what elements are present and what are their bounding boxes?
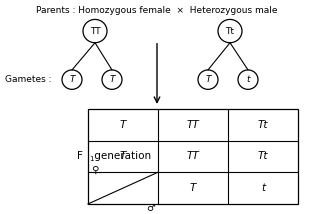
Text: T: T xyxy=(190,183,196,193)
Text: T: T xyxy=(109,75,115,84)
Text: TT: TT xyxy=(187,151,199,161)
Text: generation: generation xyxy=(91,151,151,161)
Text: ♀: ♀ xyxy=(91,165,99,175)
Text: Tt: Tt xyxy=(258,151,268,161)
Text: F: F xyxy=(77,151,83,161)
Text: t: t xyxy=(261,183,265,193)
Text: ♂: ♂ xyxy=(146,203,155,213)
Text: Gametes :: Gametes : xyxy=(5,75,51,84)
Text: T: T xyxy=(120,120,126,130)
Text: T: T xyxy=(205,75,211,84)
Text: 1: 1 xyxy=(89,156,94,162)
Text: T: T xyxy=(120,151,126,161)
Bar xyxy=(88,109,298,204)
Text: Tt: Tt xyxy=(225,27,235,36)
Text: Parents : Homozygous female  ×  Heterozygous male: Parents : Homozygous female × Heterozygo… xyxy=(36,6,278,15)
Text: t: t xyxy=(246,75,250,84)
Text: Tt: Tt xyxy=(258,120,268,130)
Text: TT: TT xyxy=(90,27,100,36)
Text: TT: TT xyxy=(187,120,199,130)
Text: T: T xyxy=(69,75,75,84)
